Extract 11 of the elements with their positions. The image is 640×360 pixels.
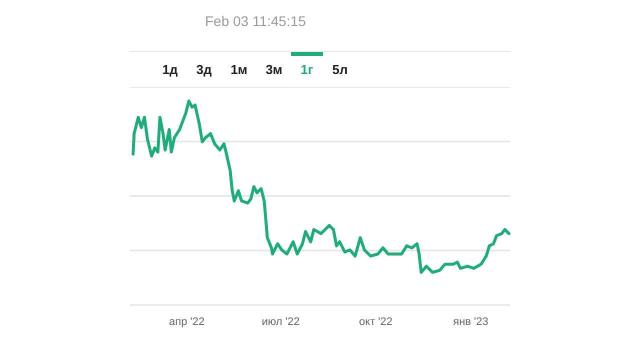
text: 3м [266,62,282,77]
text: 1м [230,62,248,77]
text: 1д [162,62,178,77]
x-tick-label: янв '23 [453,316,488,328]
text: 5л [332,62,348,77]
text: Feb 03 11:45:15 [205,13,306,29]
text: 1г [300,62,314,77]
x-tick-label: апр '22 [168,316,205,328]
x-tick-label: июл '22 [262,316,300,328]
text: 3д [196,62,212,77]
x-tick-label: окт '22 [359,316,393,328]
